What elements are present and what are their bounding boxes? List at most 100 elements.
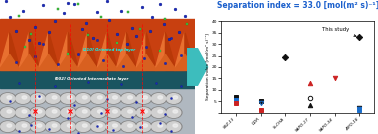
Circle shape <box>22 124 27 127</box>
Circle shape <box>75 107 91 118</box>
Polygon shape <box>174 54 196 70</box>
Bar <box>0 88 195 134</box>
Circle shape <box>128 96 132 99</box>
Circle shape <box>45 107 61 118</box>
Polygon shape <box>10 32 20 70</box>
Text: This study: This study <box>322 27 356 37</box>
Circle shape <box>61 122 75 131</box>
Circle shape <box>46 122 60 131</box>
Polygon shape <box>146 32 157 70</box>
Circle shape <box>158 110 163 113</box>
Polygon shape <box>38 54 59 70</box>
Circle shape <box>121 94 135 103</box>
Circle shape <box>82 96 87 99</box>
Circle shape <box>37 110 42 113</box>
Circle shape <box>16 122 30 131</box>
Circle shape <box>76 122 90 131</box>
Circle shape <box>120 107 137 118</box>
Polygon shape <box>19 32 29 70</box>
Polygon shape <box>57 32 68 70</box>
Circle shape <box>30 93 46 104</box>
Circle shape <box>1 108 15 117</box>
Polygon shape <box>77 54 98 70</box>
Circle shape <box>143 110 147 113</box>
Circle shape <box>37 124 42 127</box>
Circle shape <box>60 121 76 132</box>
Circle shape <box>152 94 166 103</box>
Circle shape <box>15 121 31 132</box>
Bar <box>0 70 195 88</box>
Circle shape <box>52 96 57 99</box>
Circle shape <box>0 107 16 118</box>
Polygon shape <box>185 32 196 70</box>
Circle shape <box>0 93 16 104</box>
Polygon shape <box>116 32 127 70</box>
Circle shape <box>120 93 137 104</box>
Circle shape <box>82 124 87 127</box>
Circle shape <box>76 94 90 103</box>
Circle shape <box>52 124 57 127</box>
Circle shape <box>106 108 121 117</box>
Bar <box>0 19 195 70</box>
Circle shape <box>60 107 76 118</box>
Circle shape <box>0 121 16 132</box>
Text: [002] Oriented Intermediate layer: [002] Oriented Intermediate layer <box>54 77 129 81</box>
Polygon shape <box>96 32 107 70</box>
Circle shape <box>67 96 72 99</box>
Circle shape <box>15 107 31 118</box>
Circle shape <box>7 124 12 127</box>
Circle shape <box>7 96 12 99</box>
Circle shape <box>167 94 181 103</box>
Circle shape <box>105 121 122 132</box>
Circle shape <box>60 93 76 104</box>
Circle shape <box>52 110 57 113</box>
Polygon shape <box>0 32 10 70</box>
Circle shape <box>158 96 163 99</box>
Circle shape <box>150 121 167 132</box>
Circle shape <box>1 94 15 103</box>
Circle shape <box>37 96 42 99</box>
Polygon shape <box>57 54 79 70</box>
Circle shape <box>30 107 46 118</box>
Text: [110] Oriented top layer: [110] Oriented top layer <box>82 48 135 52</box>
Polygon shape <box>68 32 79 70</box>
Circle shape <box>61 94 75 103</box>
Circle shape <box>121 122 135 131</box>
Circle shape <box>158 124 163 127</box>
Circle shape <box>167 108 181 117</box>
Circle shape <box>166 93 182 104</box>
Circle shape <box>120 121 137 132</box>
Circle shape <box>105 107 122 118</box>
Circle shape <box>22 110 27 113</box>
Circle shape <box>22 96 27 99</box>
Circle shape <box>135 93 152 104</box>
Circle shape <box>136 94 150 103</box>
Circle shape <box>143 96 147 99</box>
Circle shape <box>106 122 121 131</box>
Circle shape <box>91 108 105 117</box>
Circle shape <box>61 108 75 117</box>
Circle shape <box>31 94 45 103</box>
Polygon shape <box>38 32 49 70</box>
Polygon shape <box>0 54 20 70</box>
Circle shape <box>45 93 61 104</box>
Polygon shape <box>107 32 118 70</box>
Polygon shape <box>155 32 166 70</box>
Circle shape <box>98 124 102 127</box>
Circle shape <box>90 93 107 104</box>
Circle shape <box>90 107 107 118</box>
Circle shape <box>136 122 150 131</box>
Circle shape <box>136 108 150 117</box>
Circle shape <box>98 96 102 99</box>
Circle shape <box>46 94 60 103</box>
Circle shape <box>105 93 122 104</box>
Circle shape <box>46 108 60 117</box>
Circle shape <box>167 122 181 131</box>
Circle shape <box>113 96 117 99</box>
Circle shape <box>31 122 45 131</box>
Polygon shape <box>96 54 118 70</box>
Circle shape <box>75 121 91 132</box>
Circle shape <box>150 93 167 104</box>
Polygon shape <box>77 32 88 70</box>
Polygon shape <box>155 54 176 70</box>
